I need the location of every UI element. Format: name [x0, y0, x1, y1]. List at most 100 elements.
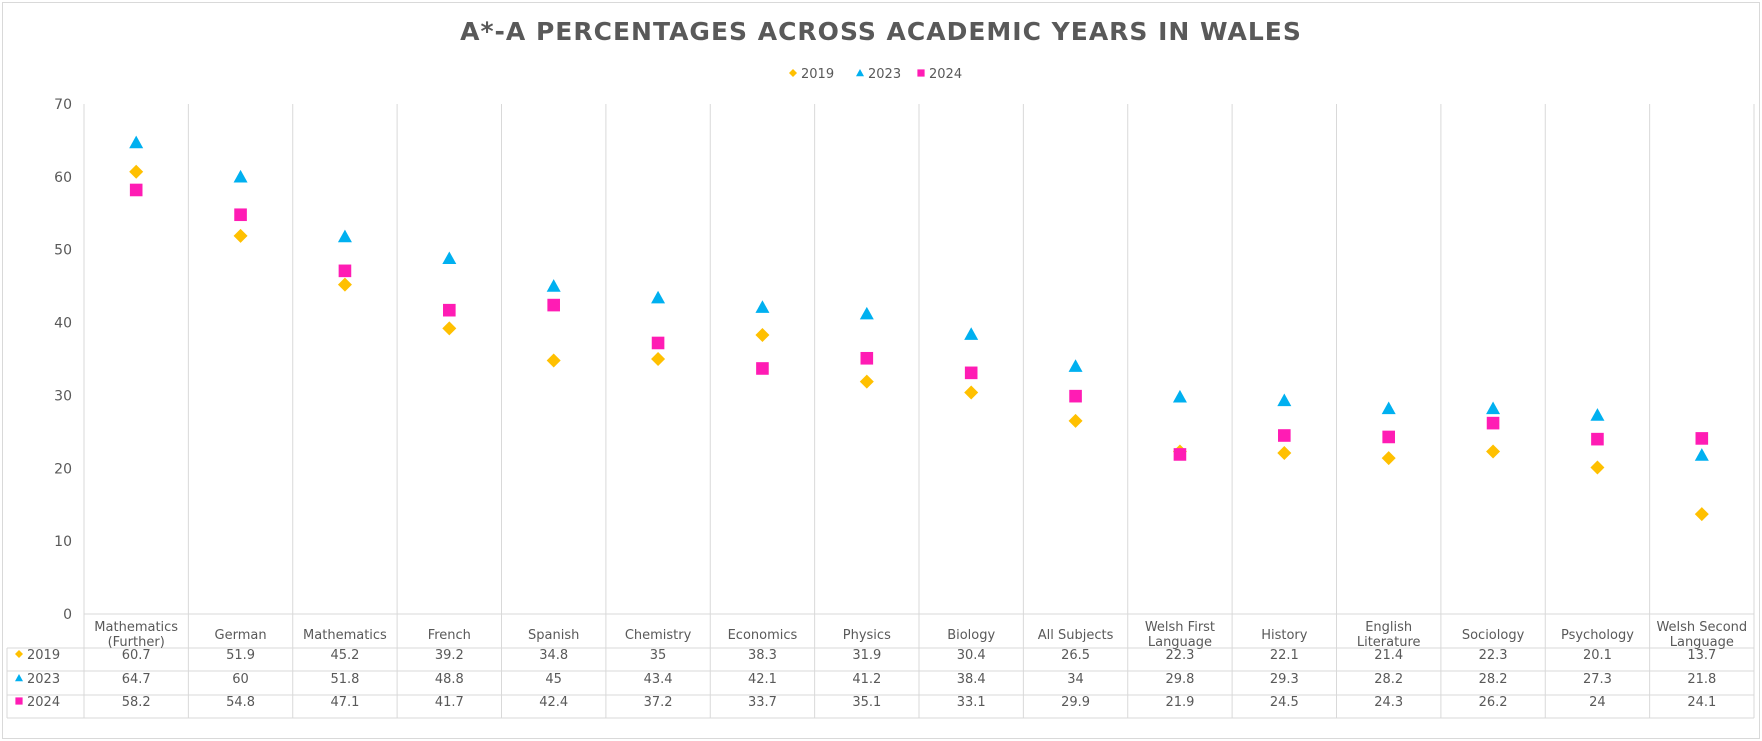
table-cell: 33.1 [957, 695, 986, 710]
table-cell: 22.1 [1270, 648, 1299, 663]
category-label: History [1261, 628, 1308, 643]
legend-item-2019: 2019 [789, 67, 834, 82]
category-label: Sociology [1462, 628, 1525, 643]
row-label: 2023 [27, 672, 60, 687]
category-label: Physics [843, 628, 891, 643]
point-2019-diamond [337, 277, 352, 292]
table-cell: 51.9 [226, 648, 255, 663]
y-tick-label: 50 [54, 243, 72, 259]
table-cell: 29.8 [1165, 672, 1194, 687]
point-2019-diamond [1277, 445, 1292, 460]
category-label: Spanish [528, 628, 579, 643]
table-cell: 60.7 [122, 648, 151, 663]
point-2019-diamond [233, 228, 248, 243]
point-2019-diamond [755, 327, 770, 342]
category-label: All Subjects [1038, 628, 1114, 643]
point-2023-triangle [1172, 389, 1187, 403]
point-2024-square [129, 183, 143, 197]
point-2023-triangle [651, 290, 666, 304]
category-gridlines [6, 104, 1755, 719]
table-cell: 26.5 [1061, 648, 1090, 663]
table-cell: 51.8 [330, 672, 359, 687]
y-tick-label: 60 [54, 170, 72, 186]
point-2023-triangle [1277, 393, 1292, 407]
point-2019-diamond [1694, 507, 1709, 522]
point-2023-triangle [129, 135, 144, 149]
point-2019-diamond [1590, 460, 1605, 475]
point-2023-triangle [337, 229, 352, 243]
table-cell: 34.8 [539, 648, 568, 663]
table-cell: 38.3 [748, 648, 777, 663]
category-label: Literature [1357, 635, 1421, 650]
point-2024-square [1173, 448, 1187, 461]
point-2024-square [860, 351, 874, 365]
category-label: Economics [728, 628, 798, 643]
table-cell: 45.2 [330, 648, 359, 663]
point-2023-triangle [1068, 359, 1083, 372]
table-cell: 35 [650, 648, 667, 663]
y-axis: 0 10 20 30 40 50 60 70 [54, 97, 72, 623]
category-label: Language [1148, 635, 1212, 650]
legend-item-2023: 2023 [856, 67, 901, 82]
category-label: French [428, 628, 471, 643]
point-2019-diamond [129, 164, 144, 179]
row-triangle-icon [15, 674, 23, 682]
category-label: Welsh First [1145, 620, 1215, 635]
table-cell: 34 [1067, 672, 1084, 687]
y-tick-label: 0 [63, 607, 72, 623]
category-label: English [1365, 620, 1412, 635]
legend-label: 2024 [929, 67, 962, 82]
chart-canvas: A*-A PERCENTAGES ACROSS ACADEMIC YEARS I… [6, 17, 1755, 719]
point-2019-diamond [859, 374, 874, 389]
y-tick-label: 10 [54, 534, 72, 550]
table-cell: 35.1 [852, 695, 881, 710]
row-square-icon [15, 697, 23, 705]
point-2023-triangle [1381, 401, 1396, 415]
table-cell: 22.3 [1479, 648, 1508, 663]
table-cell: 43.4 [644, 672, 673, 687]
category-label: Psychology [1561, 628, 1634, 643]
table-cell: 64.7 [122, 672, 151, 687]
table-cell: 26.2 [1479, 695, 1508, 710]
category-label: German [215, 628, 267, 643]
table-cell: 42.4 [539, 695, 568, 710]
table-cell: 22.3 [1165, 648, 1194, 663]
point-2019-diamond [1381, 451, 1396, 466]
table-cell: 24 [1589, 695, 1606, 710]
point-2019-diamond [546, 353, 561, 368]
category-label: Mathematics [94, 620, 178, 635]
category-label: Biology [947, 628, 995, 643]
table-cell: 41.2 [852, 672, 881, 687]
point-2019-diamond [964, 385, 979, 400]
point-2023-triangle [1694, 448, 1709, 461]
point-2023-triangle [755, 300, 770, 313]
point-2024-square [1382, 430, 1395, 444]
legend-square-icon [917, 69, 925, 77]
point-2023-triangle [233, 169, 248, 183]
table-cell: 13.7 [1687, 648, 1716, 663]
point-2024-square [443, 303, 456, 317]
table-cell: 28.2 [1374, 672, 1403, 687]
point-2023-triangle [1590, 408, 1605, 421]
legend-label: 2019 [801, 67, 834, 82]
table-cell: 58.2 [122, 695, 151, 710]
y-tick-label: 70 [54, 97, 72, 113]
table-cell: 27.3 [1583, 672, 1612, 687]
table-cell: 28.2 [1479, 672, 1508, 687]
category-label: Welsh Second [1656, 620, 1747, 635]
category-label: Language [1670, 635, 1734, 650]
table-cell: 21.4 [1374, 648, 1403, 663]
table-cell: 31.9 [852, 648, 881, 663]
table-cell: 29.3 [1270, 672, 1299, 687]
table-cell: 29.9 [1061, 695, 1090, 710]
table-cell: 42.1 [748, 672, 777, 687]
legend-diamond-icon [789, 69, 797, 77]
table-cell: 39.2 [435, 648, 464, 663]
point-2023-triangle [859, 306, 874, 320]
legend-item-2024: 2024 [917, 67, 962, 82]
table-cell: 24.1 [1687, 695, 1716, 710]
point-2024-square [1695, 432, 1709, 445]
table-cell: 33.7 [748, 695, 777, 710]
point-2024-square [651, 336, 665, 350]
table-cell: 20.1 [1583, 648, 1612, 663]
